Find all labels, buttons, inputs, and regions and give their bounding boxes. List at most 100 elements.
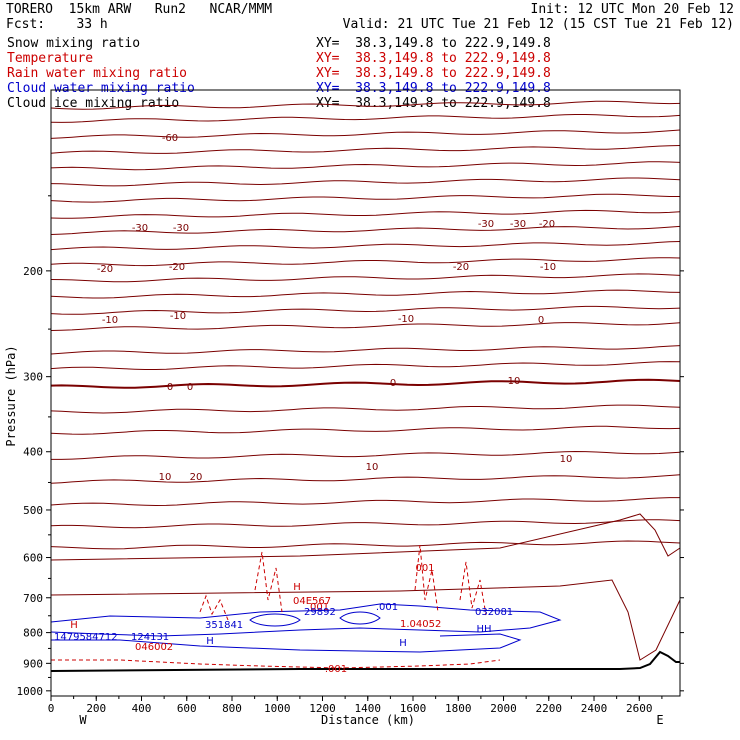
rain-water-contour [254,551,283,613]
isotherm-line [50,257,681,267]
isotherm-label: 0 [390,378,396,389]
cloud-contour-label: H [70,620,78,631]
header-line1-left: TORERO 15km ARW Run2 NCAR/MMM [6,2,273,17]
isotherm-line [50,497,680,507]
isotherm-label: -10 [102,315,118,326]
isotherm-line [50,114,681,123]
isotherm-line [50,474,681,484]
rain-water-contour [199,594,229,621]
rain-water-contour [414,544,439,613]
plot-frame [50,89,681,697]
isotherm-label: 10 [366,462,379,473]
x-tick-label: 800 [222,702,242,715]
isotherm-line [50,289,681,299]
x-right-endpoint: E [656,713,663,727]
field-cloudice-xy: XY= 38.3,149.8 to 222.9,149.8 [316,96,551,111]
isotherm-line [50,100,681,110]
cloud-water-contour [249,613,301,627]
cloud-value-label: 1479584712 [54,632,118,643]
isotherm-line [50,378,681,389]
x-tick-label: 1800 [445,702,472,715]
temperature-isotherms [50,100,681,661]
x-tick-label: 1600 [400,702,427,715]
isotherm-line [50,425,681,435]
isotherm-label: -10 [170,311,186,322]
y-tick-label: 700 [23,592,43,605]
y-axis-label: Pressure (hPa) [4,345,18,446]
isotherm-line [50,404,681,414]
isotherm-line [50,209,681,219]
rain-water-contour [459,561,487,616]
isotherm-line [50,129,681,139]
cloud-value-label: 29892 [304,607,336,618]
y-tick-label: 1000 [17,685,44,698]
x-left-endpoint: W [79,713,87,727]
cloud-value-label: 046002 [135,642,173,653]
cloud-contour-label: HH [476,624,491,635]
cloud-contour-label: .001 [376,602,398,613]
isotherm-label: 0 [538,315,544,326]
isotherm-line [50,322,681,331]
isotherm-line [50,273,681,283]
y-tick-label: 800 [23,627,43,640]
field-cloudwater-name: Cloud water mixing ratio [7,81,195,96]
cloud-value-label: 124131 [131,632,169,643]
field-rain-xy: XY= 38.3,149.8 to 222.9,149.8 [316,66,551,81]
isotherm-line [50,225,681,235]
x-tick-label: 2200 [536,702,563,715]
terrain-line [50,650,680,672]
terrain-profile [50,650,680,672]
cloud-contour-label: H [206,636,214,647]
isotherm-line [50,540,681,550]
isotherm-label: -60 [162,133,178,144]
isotherm-label: 0 [187,382,193,393]
field-snow-xy: XY= 38.3,149.8 to 222.9,149.8 [316,36,551,51]
isotherm-line [50,193,680,203]
cloud-water-contour [51,633,522,653]
cloud-contour-label: .001 [325,664,347,675]
isotherm-label: -30 [478,219,494,230]
header-line2-right: Valid: 21 UTC Tue 21 Feb 12 (15 CST Tue … [342,17,734,32]
cloud-value-label: 04E567 [293,596,331,607]
cloud-contours [50,544,562,669]
y-tick-label: 200 [23,265,43,278]
rain-water-contour [51,659,501,669]
isotherm-label: -30 [132,223,148,234]
isotherm-line [50,513,681,561]
y-tick-label: 500 [23,504,43,517]
cloud-water-contour [339,611,381,625]
cloud-contour-label: .001 [307,602,329,613]
x-axis-label: Distance (km) [321,713,415,727]
axes: 0 200 400 600 800 1000 1200 1400 1600 1800 2000 220… [17,195,684,715]
isotherm-label: 20 [190,472,203,483]
isotherm-line [50,177,681,187]
isotherm-line [50,145,681,154]
isotherm-label: -10 [540,262,556,273]
isotherm-line [50,579,681,661]
cloud-contour-label: 001 [415,563,434,574]
x-tick-label: 600 [177,702,197,715]
isotherm-line [50,241,681,251]
y-tick-label: 600 [23,552,43,565]
x-tick-label: 2400 [581,702,608,715]
isotherm-label: -20 [169,262,185,273]
field-temperature-xy: XY= 38.3,149.8 to 222.9,149.8 [316,51,551,66]
cloud-value-label: 351841 [205,620,243,631]
cloud-water-contour [50,603,562,637]
field-cloudice-name: Cloud ice mixing ratio [7,96,180,111]
y-tick-label: 300 [23,371,43,384]
isotherm-label: 10 [159,472,172,483]
isotherm-line [50,345,681,355]
field-temperature-name: Temperature [7,51,94,66]
isotherm-label: -30 [510,219,526,230]
field-cloudwater-xy: XY= 38.3,149.8 to 222.9,149.8 [316,81,551,96]
x-tick-label: 400 [132,702,152,715]
cloud-value-label: 032081 [475,607,513,618]
isotherm-label: -30 [173,223,189,234]
y-tick-label: 400 [23,446,43,459]
contour-labels: -60 -30 -30 -30 -30 -20 -20 -20 -20 -10 -10 -10 -10 0… [54,133,572,675]
isotherm-label: -20 [97,264,113,275]
header-line1-right: Init: 12 UTC Mon 20 Feb 12 [530,2,735,17]
x-tick-label: 1400 [355,702,382,715]
